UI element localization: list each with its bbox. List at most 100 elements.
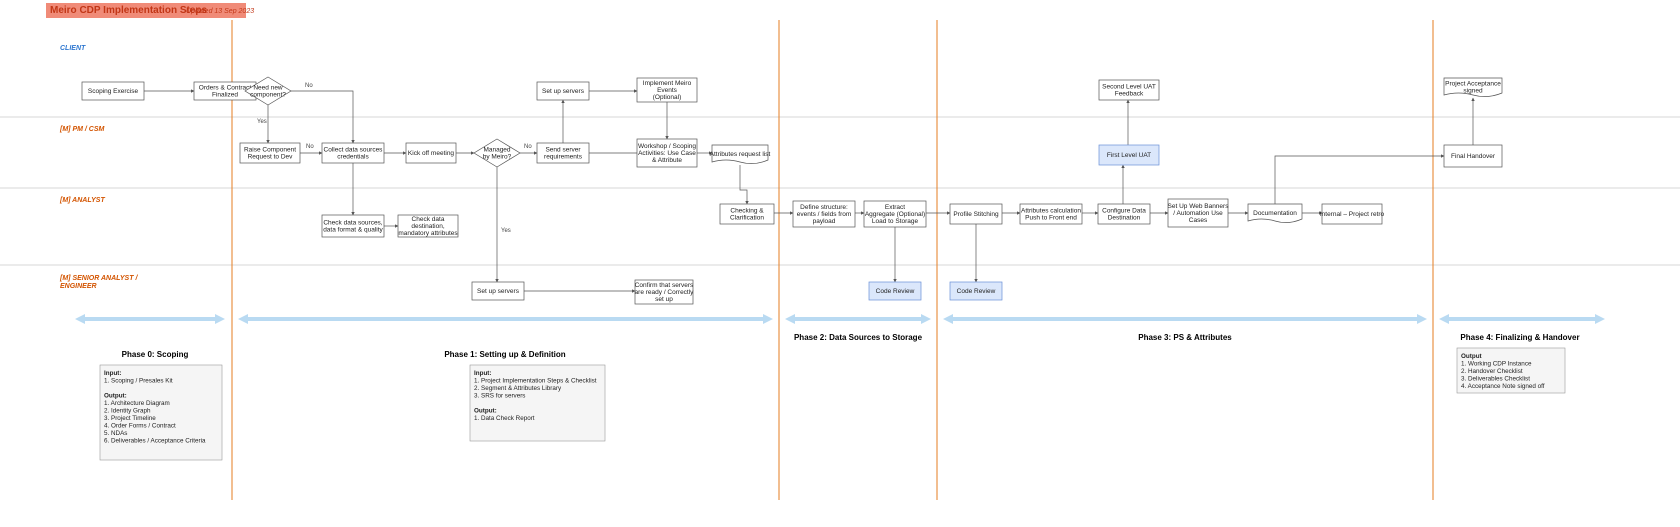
svg-text:1. Architecture Diagram: 1. Architecture Diagram (104, 400, 170, 407)
svg-text:[M] SENIOR ANALYST /: [M] SENIOR ANALYST / (59, 275, 138, 282)
svg-text:Input:: Input: (104, 370, 121, 377)
svg-text:No: No (524, 144, 532, 150)
svg-text:Meiro CDP Implementation Steps: Meiro CDP Implementation Steps (50, 5, 208, 16)
svg-text:1. Data Check Report: 1. Data Check Report (474, 415, 535, 422)
svg-text:Managed: Managed (483, 147, 510, 154)
svg-text:3. Deliverables Checklist: 3. Deliverables Checklist (1461, 376, 1530, 383)
svg-text:Cases: Cases (1189, 217, 1208, 224)
phase-arrow (1439, 314, 1605, 324)
collect_cred: Collect data sourcescredentials (322, 143, 384, 163)
svg-text:Load to Storage: Load to Storage (872, 218, 919, 225)
phase-title: Phase 2: Data Sources to Storage (794, 333, 923, 342)
svg-text:Orders & Contract: Orders & Contract (199, 85, 252, 92)
svg-text:[M] PM / CSM: [M] PM / CSM (59, 126, 104, 133)
svg-text:Check data: Check data (412, 216, 445, 223)
code_rev2: Code Review (950, 282, 1002, 300)
web_banners: Set Up Web Banners/ Automation UseCases (1168, 199, 1230, 227)
svg-text:component?: component? (250, 92, 286, 99)
setup_srv_eng: Set up servers (472, 282, 524, 300)
svg-text:Internal – Project retro: Internal – Project retro (1320, 211, 1385, 218)
svg-text:Send server: Send server (545, 147, 581, 154)
svg-text:4. Order Forms / Contract: 4. Order Forms / Contract (104, 423, 176, 430)
svg-text:by Meiro?: by Meiro? (483, 154, 512, 161)
svg-text:Set up servers: Set up servers (477, 288, 520, 295)
svg-text:Project Acceptance: Project Acceptance (1445, 81, 1501, 88)
svg-text:requirements: requirements (544, 154, 583, 161)
svg-text:Code Review: Code Review (957, 288, 996, 295)
svg-text:are ready / Correctly: are ready / Correctly (635, 289, 695, 296)
svg-text:1. Working CDP Instance: 1. Working CDP Instance (1461, 361, 1532, 368)
svg-text:Yes: Yes (257, 119, 267, 125)
svg-text:4. Acceptance Note signed off: 4. Acceptance Note signed off (1461, 383, 1545, 390)
check_dest: Check datadestination,mandatory attribut… (398, 215, 458, 237)
svg-text:Push to Front end: Push to Front end (1025, 215, 1077, 222)
extract: ExtractAggregate (Optional)Load to Stora… (864, 201, 926, 227)
phase-title: Phase 0: Scoping (122, 350, 189, 359)
phase-arrow (75, 314, 225, 324)
svg-text:Extract: Extract (885, 204, 905, 211)
svg-text:(Optional): (Optional) (653, 94, 682, 101)
svg-text:Need new: Need new (253, 85, 283, 92)
edge (740, 165, 747, 204)
svg-text:Code Review: Code Review (876, 288, 915, 295)
attr_calc: Attributes calculationPush to Front end (1020, 204, 1082, 224)
svg-text:Attributes request list: Attributes request list (710, 151, 771, 158)
svg-text:Yes: Yes (501, 228, 511, 234)
svg-text:[M] ANALYST: [M] ANALYST (59, 197, 105, 204)
code_rev1: Code Review (869, 282, 921, 300)
svg-text:Implement Meiro: Implement Meiro (643, 80, 692, 87)
svg-text:Destination: Destination (1108, 215, 1141, 222)
svg-text:Profile Stitching: Profile Stitching (953, 211, 999, 218)
svg-text:Kick off meeting: Kick off meeting (408, 150, 455, 157)
check_clar: Checking &Clarification (720, 204, 774, 224)
svg-text:events / fields from: events / fields from (797, 211, 852, 218)
svg-text:Output: Output (1461, 353, 1483, 360)
svg-text:destination,: destination, (411, 223, 444, 230)
info-box: Input: 1. Scoping / Presales Kit Output:… (100, 365, 222, 460)
managed: Managedby Meiro? (474, 139, 520, 167)
svg-text:set up: set up (655, 296, 673, 303)
info-box: Output 1. Working CDP Instance 2. Handov… (1457, 348, 1565, 393)
flowchart-canvas: Meiro CDP Implementation StepsUpdated 13… (0, 0, 1680, 527)
svg-text:Clarification: Clarification (730, 215, 764, 222)
svg-text:Documentation: Documentation (1253, 210, 1297, 217)
svg-text:3. SRS for servers: 3. SRS for servers (474, 393, 525, 400)
final_handover: Final Handover (1444, 145, 1502, 167)
internal_retro: Internal – Project retro (1320, 204, 1385, 224)
svg-text:Input:: Input: (474, 370, 491, 377)
phase-arrow (238, 314, 773, 324)
svg-text:3. Project Timeline: 3. Project Timeline (104, 415, 156, 422)
svg-text:Updated 13 Sep 2023: Updated 13 Sep 2023 (186, 8, 254, 15)
svg-text:2. Identity Graph: 2. Identity Graph (104, 408, 151, 415)
svg-text:Set Up Web Banners: Set Up Web Banners (1168, 203, 1230, 210)
svg-text:Raise Component: Raise Component (244, 147, 296, 154)
uat1: First Level UAT (1099, 145, 1159, 165)
svg-text:Final Handover: Final Handover (1451, 153, 1496, 160)
svg-text:5. NDAs: 5. NDAs (104, 430, 127, 437)
svg-text:/ Automation Use: / Automation Use (1173, 210, 1223, 217)
svg-text:payload: payload (813, 218, 836, 225)
svg-text:data format & quality: data format & quality (323, 227, 383, 234)
check_src: Check data sources,data format & quality (322, 215, 384, 237)
svg-text:Request to Dev: Request to Dev (248, 154, 294, 161)
svg-text:Finalized: Finalized (212, 92, 238, 99)
phase-title: Phase 3: PS & Attributes (1138, 333, 1232, 342)
svg-text:Checking &: Checking & (730, 208, 764, 215)
svg-text:Scoping Exercise: Scoping Exercise (88, 88, 139, 95)
need_new: Need newcomponent? (245, 77, 291, 105)
svg-text:credentials: credentials (337, 154, 369, 161)
profile_stitch: Profile Stitching (950, 204, 1002, 224)
svg-text:Attributes calculation: Attributes calculation (1021, 208, 1081, 215)
kickoff: Kick off meeting (406, 143, 456, 163)
svg-text:1. Scoping / Presales Kit: 1. Scoping / Presales Kit (104, 378, 173, 385)
svg-text:mandatory attributes: mandatory attributes (398, 230, 458, 237)
phase-title: Phase 4: Finalizing & Handover (1460, 333, 1579, 342)
svg-text:Aggregate (Optional): Aggregate (Optional) (865, 211, 925, 218)
impl_events: Implement MeiroEvents(Optional) (637, 78, 697, 102)
svg-text:Confirm that servers: Confirm that servers (635, 282, 694, 289)
svg-text:1. Project Implementation Step: 1. Project Implementation Steps & Checkl… (474, 378, 597, 385)
svg-text:& Attribute: & Attribute (652, 157, 682, 164)
svg-text:No: No (306, 144, 314, 150)
svg-text:Feedback: Feedback (1115, 91, 1144, 98)
svg-text:Check data sources,: Check data sources, (323, 220, 382, 227)
